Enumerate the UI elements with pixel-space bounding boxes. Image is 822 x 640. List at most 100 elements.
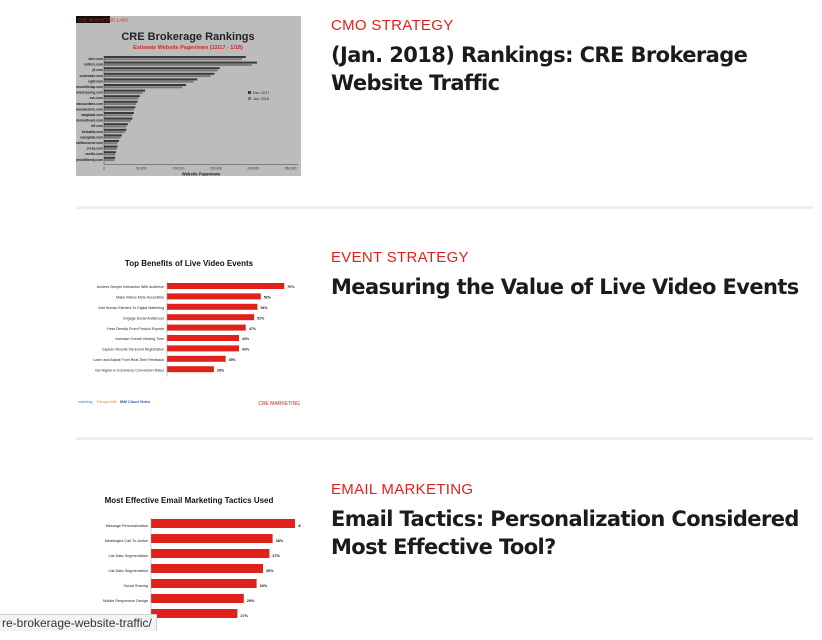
bar-jan2018 xyxy=(104,136,121,139)
bar xyxy=(167,335,240,341)
bar-dec2017 xyxy=(104,128,127,131)
bar-jan2018 xyxy=(104,80,194,83)
category-label: List Data Segmentation xyxy=(109,569,148,573)
tick-label: eastdilsecured.com xyxy=(76,141,103,145)
bar xyxy=(151,564,263,573)
post-card-cre-rankings: CRE MARKETING LABS CRE Brokerage Rankings… xyxy=(76,16,813,186)
bar xyxy=(151,594,244,603)
category-label: Message Personalization xyxy=(106,524,148,528)
category-label: Add Human Element To Digital Marketing xyxy=(98,306,164,310)
data-label: 35% xyxy=(229,358,237,362)
post-divider xyxy=(76,206,813,209)
legend-swatch xyxy=(248,91,251,94)
category-label: Make Videos More Accessible xyxy=(116,296,164,300)
post-title[interactable]: (Jan. 2018) Rankings: CRE Brokerage Webs… xyxy=(331,43,748,95)
tick-label: marcusmillichap.com xyxy=(76,85,103,89)
tick-label: naicapital.com xyxy=(80,135,103,139)
category-label: Get Higher E-Commerce Conversion Rates xyxy=(95,368,164,372)
bar-dec2017 xyxy=(104,123,128,126)
post-divider xyxy=(76,437,813,440)
chart-title: CRE Brokerage Rankings xyxy=(121,31,254,43)
bar-dec2017 xyxy=(104,134,122,137)
x-tick-label: 150,000 xyxy=(210,166,222,170)
post-meta: EVENT STRATEGY Measuring the Value of Li… xyxy=(331,248,801,301)
legend-label: Dec. 2017 xyxy=(253,91,269,95)
brand-logo: CRE MARKETING xyxy=(258,401,300,407)
post-meta: CMO STRATEGY (Jan. 2018) Rankings: CRE B… xyxy=(331,16,801,97)
chart-title: Top Benefits of Live Video Events xyxy=(125,259,254,268)
post-category[interactable]: EVENT STRATEGY xyxy=(331,249,469,266)
category-label: List Data Segmentation xyxy=(109,554,148,558)
bar-jan2018 xyxy=(104,108,134,111)
footer-logo: IBM Cloud Video xyxy=(120,400,151,404)
category-label: Hear Directly From Product Experts xyxy=(107,327,164,331)
tick-label: berkadia.com xyxy=(82,130,103,134)
bar-jan2018 xyxy=(104,69,218,72)
tick-label: naiglobal.com xyxy=(81,113,103,117)
bar xyxy=(167,324,246,331)
post-thumbnail[interactable]: Most Effective Email Marketing Tactics U… xyxy=(76,480,301,640)
bar-dec2017 xyxy=(104,84,187,86)
tick-label: avisonyoung.com xyxy=(76,91,103,95)
bar-jan2018 xyxy=(104,63,252,66)
post-thumbnail[interactable]: CRE MARKETING LABS CRE Brokerage Rankings… xyxy=(76,16,301,176)
data-label: 27% xyxy=(240,614,248,618)
bar xyxy=(167,303,258,310)
bar-dec2017 xyxy=(104,78,198,81)
bar-dec2017 xyxy=(104,106,136,109)
tick-label: kiddermathews.com xyxy=(76,119,103,123)
legend-label: Jan. 2018 xyxy=(253,97,269,101)
category-label: Social Sharing xyxy=(124,584,148,588)
category-label: Capture Results Via Event Registration xyxy=(102,348,164,352)
bar-jan2018 xyxy=(104,114,133,117)
bar-jan2018 xyxy=(104,142,118,145)
post-category[interactable]: CMO STRATEGY xyxy=(331,17,454,34)
x-tick-label: 250,000 xyxy=(285,166,297,170)
data-label: 37% xyxy=(272,554,280,558)
data-label: 47% xyxy=(249,327,257,331)
bar xyxy=(167,314,255,321)
data-label: 45% xyxy=(298,524,301,528)
bar-dec2017 xyxy=(104,100,138,103)
tick-label: transwestern.com xyxy=(76,107,103,111)
bar-jan2018 xyxy=(104,147,117,150)
bar-jan2018 xyxy=(104,153,116,156)
chart-title: Most Effective Email Marketing Tactics U… xyxy=(105,496,274,505)
status-bar-url: re-brokerage-website-traffic/ xyxy=(0,614,157,631)
bar-dec2017 xyxy=(104,67,220,70)
data-label: 38% xyxy=(276,539,284,543)
post-title[interactable]: Email Tactics: Personalization Considere… xyxy=(331,507,799,559)
x-tick-label: 0 xyxy=(103,166,105,170)
data-label: 54% xyxy=(260,306,268,310)
tick-label: jrmultifamily.com xyxy=(76,158,103,162)
bar-jan2018 xyxy=(104,75,211,78)
bar xyxy=(167,355,226,362)
bar xyxy=(151,549,270,558)
thumbnail-tag-bg xyxy=(76,16,110,23)
bar-dec2017 xyxy=(104,61,257,64)
post-meta: EMAIL MARKETING Email Tactics: Personali… xyxy=(331,480,801,561)
bar xyxy=(151,579,257,588)
bar-jan2018 xyxy=(104,159,115,162)
bar-dec2017 xyxy=(104,145,118,148)
bar-dec2017 xyxy=(104,112,134,114)
bar-dec2017 xyxy=(104,89,146,92)
post-category[interactable]: EMAIL MARKETING xyxy=(331,481,474,498)
tick-label: cushwake.com xyxy=(80,74,104,78)
x-tick-label: 100,000 xyxy=(173,166,185,170)
thumbnail-chart-live-video: Top Benefits of Live Video Events Achieve… xyxy=(78,259,300,407)
bar-jan2018 xyxy=(104,97,139,100)
category-label: Engage Social Audiences xyxy=(123,316,164,320)
x-tick-label: 50,000 xyxy=(136,166,146,170)
bar xyxy=(167,293,261,300)
data-label: 43% xyxy=(242,337,250,341)
bar-dec2017 xyxy=(104,156,116,159)
bar xyxy=(167,283,285,289)
post-card-live-video: Top Benefits of Live Video Events Achieve… xyxy=(76,248,813,418)
data-label: 52% xyxy=(257,316,265,320)
post-title[interactable]: Measuring the Value of Live Video Events xyxy=(331,275,799,299)
post-thumbnail[interactable]: Top Benefits of Live Video Events Achieve… xyxy=(76,248,301,408)
tick-label: colliers.com xyxy=(84,63,103,67)
data-label: 29% xyxy=(247,599,255,603)
bar-jan2018 xyxy=(104,58,243,61)
